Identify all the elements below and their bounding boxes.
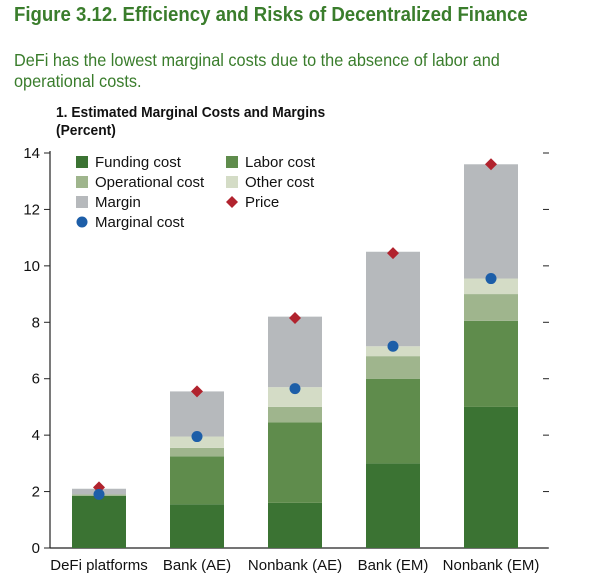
bar-segment-other: [170, 436, 224, 448]
price-marker: [289, 312, 301, 325]
figure-subtitle: DeFi has the lowest marginal costs due t…: [14, 50, 500, 91]
x-tick-label: DeFi platforms: [50, 557, 148, 574]
bar-segment-labor: [464, 320, 518, 407]
x-tick-label: Nonbank (AE): [248, 557, 342, 574]
legend-swatch-other: [226, 176, 238, 188]
bar-segment-funding: [464, 406, 518, 548]
legend-swatch-margin: [76, 196, 88, 208]
bar-segment-labor: [170, 456, 224, 505]
x-tick-label: Bank (AE): [163, 557, 231, 574]
bar-segment-operational: [366, 356, 420, 379]
bar-segment-funding: [72, 495, 126, 548]
legend-label-margin: Margin: [95, 194, 141, 211]
legend-swatch-operational: [76, 176, 88, 188]
y-tick-label: 12: [23, 201, 40, 218]
bar-segment-operational: [170, 447, 224, 457]
marginal-cost-marker: [191, 431, 203, 443]
legend-label-price: Price: [245, 194, 279, 211]
price-marker: [191, 385, 203, 398]
bar-segment-funding: [268, 502, 322, 548]
y-tick-label: 10: [23, 258, 40, 275]
bar-segment-margin: [268, 316, 322, 388]
y-tick-label: 2: [32, 484, 40, 501]
legend-swatch-marginal: [76, 216, 88, 228]
y-tick-label: 6: [32, 371, 40, 388]
panel-title-block: 1. Estimated Marginal Costs and Margins …: [56, 104, 325, 140]
price-marker: [485, 158, 497, 171]
x-tick-label: Bank (EM): [358, 557, 429, 574]
panel-title: 1. Estimated Marginal Costs and Margins: [56, 104, 326, 121]
y-tick-label: 4: [32, 427, 40, 444]
marginal-cost-marker: [93, 488, 105, 500]
y-tick-label: 8: [32, 314, 40, 331]
bar-segment-labor: [366, 378, 420, 464]
y-tick-label: 14: [23, 145, 40, 162]
bar-segment-labor: [268, 422, 322, 503]
bar-segment-operational: [464, 294, 518, 321]
marginal-cost-marker: [387, 340, 399, 352]
panel-unit: (Percent): [56, 122, 116, 139]
bar-segment-operational: [268, 406, 322, 423]
marginal-cost-marker: [289, 383, 301, 395]
legend-swatch-price: [226, 196, 238, 208]
bar-segment-funding: [366, 463, 420, 548]
y-tick-label: 0: [32, 540, 40, 557]
legend-label-marginal: Marginal cost: [95, 214, 185, 231]
legend-label-operational: Operational cost: [95, 174, 205, 191]
legend-label-labor: Labor cost: [245, 154, 316, 171]
legend-label-other: Other cost: [245, 174, 315, 191]
legend-swatch-labor: [226, 156, 238, 168]
marginal-cost-marker: [485, 273, 497, 285]
price-marker: [387, 247, 399, 260]
x-tick-label: Nonbank (EM): [443, 557, 540, 574]
bar-segment-other: [268, 387, 322, 407]
bar-segment-other: [464, 278, 518, 295]
bar-segment-margin: [170, 391, 224, 437]
bar-segment-margin: [464, 164, 518, 279]
legend-label-funding: Funding cost: [95, 154, 182, 171]
figure-title: Figure 3.12. Efficiency and Risks of Dec…: [14, 4, 528, 26]
bar-segment-funding: [170, 504, 224, 548]
bar-segment-margin: [366, 251, 420, 347]
legend-swatch-funding: [76, 156, 88, 168]
